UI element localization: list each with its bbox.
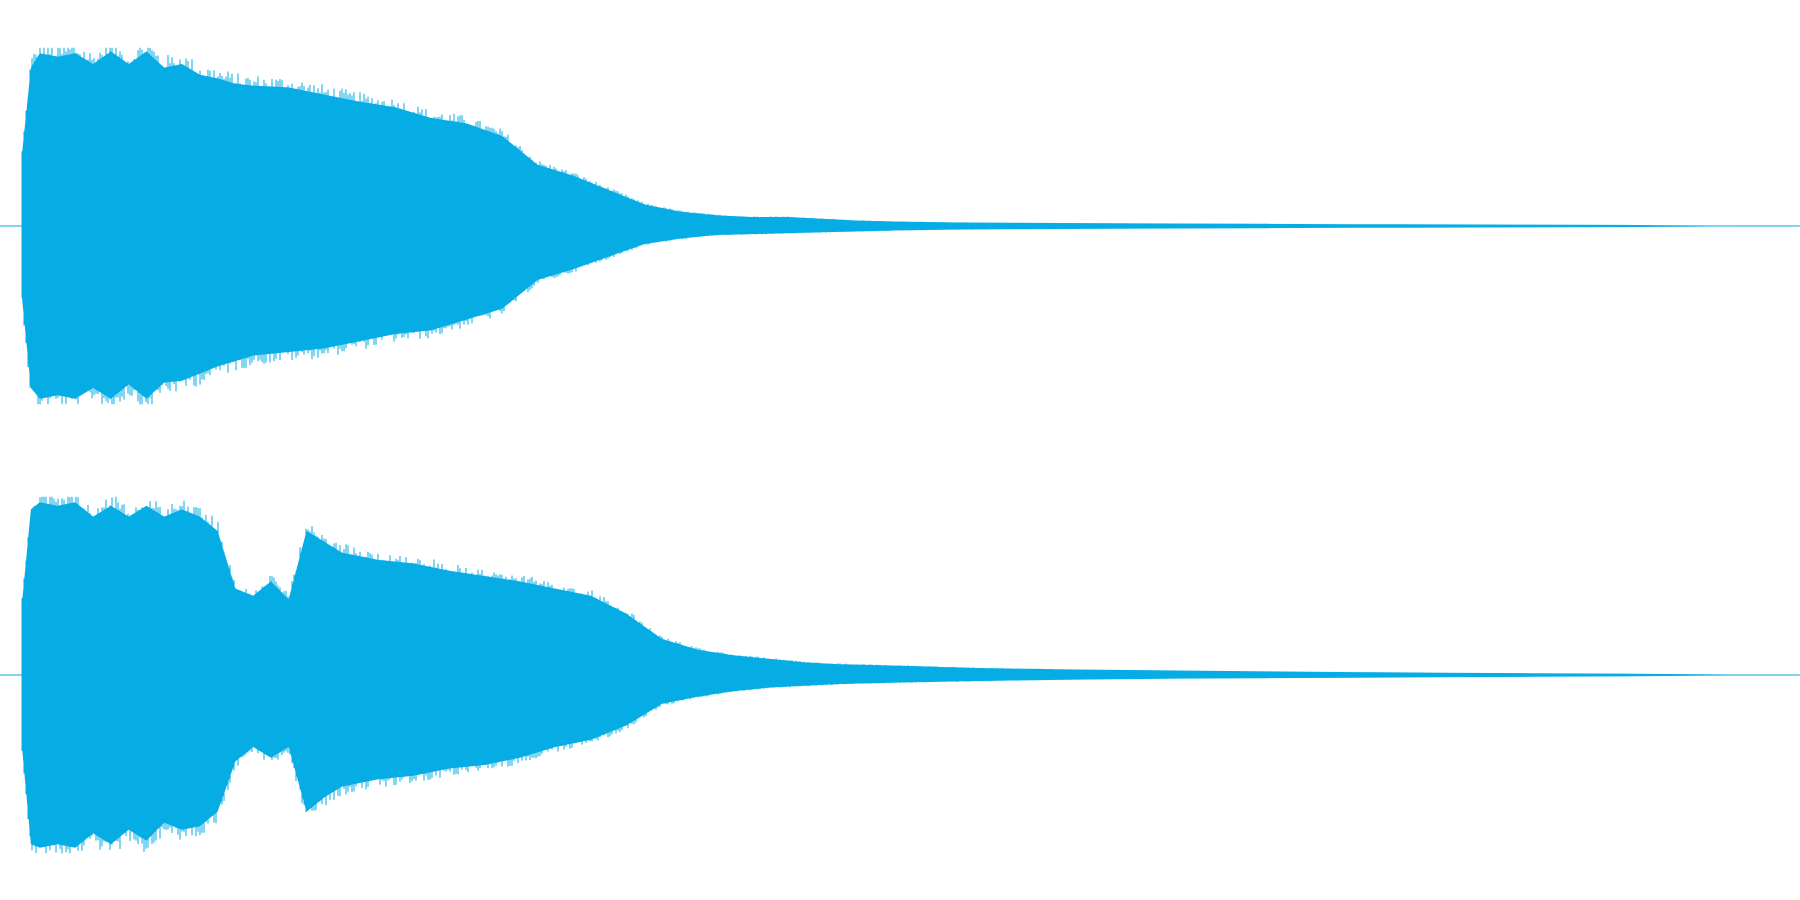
channel-2 [0, 496, 1800, 854]
channel-1-envelope [22, 51, 1800, 399]
channel-2-envelope [22, 502, 1800, 848]
waveform-channels [0, 47, 1800, 854]
channel-1 [0, 47, 1800, 405]
channel-1-peaks [21, 47, 1053, 405]
channel-2-peaks [21, 496, 1053, 854]
